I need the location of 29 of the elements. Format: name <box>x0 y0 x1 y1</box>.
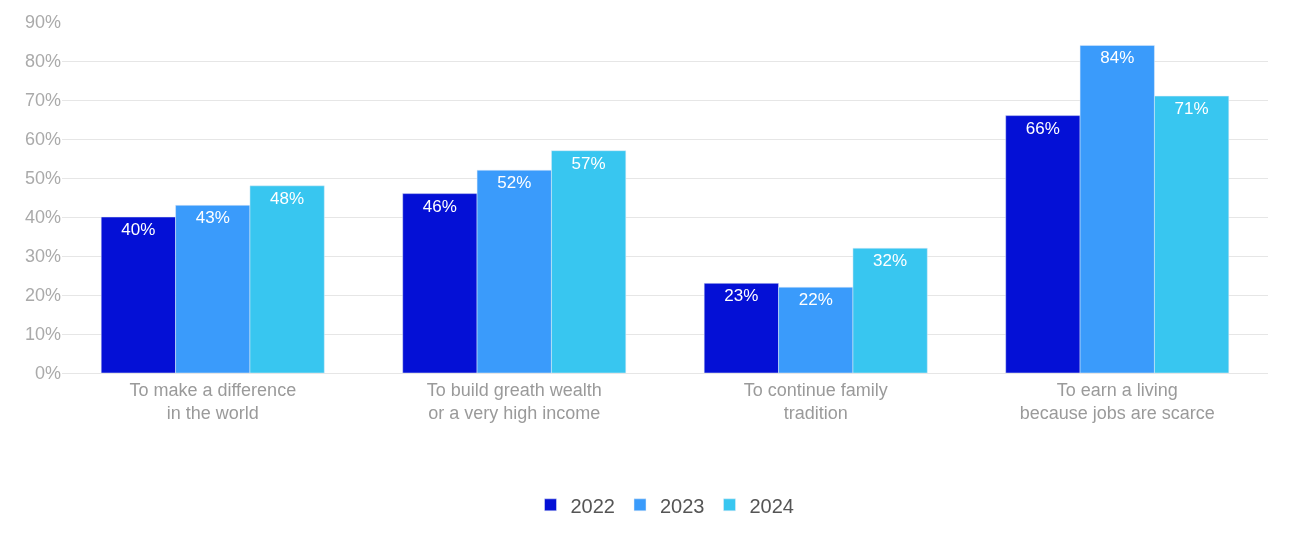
data-label: 66% <box>1025 118 1060 138</box>
legend-label: 2023 <box>660 494 705 517</box>
data-label: 23% <box>724 286 759 306</box>
data-label: 52% <box>497 173 532 193</box>
y-tick-label: 30% <box>24 246 61 267</box>
data-label: 84% <box>1100 48 1135 68</box>
data-label: 32% <box>873 251 908 271</box>
x-tick-label: To continue family tradition <box>743 379 888 423</box>
legend-label: 2022 <box>570 494 615 517</box>
y-tick-label: 40% <box>24 207 61 228</box>
y-tick-label: 10% <box>24 324 61 345</box>
legend-label: 2024 <box>749 494 794 517</box>
data-label: 22% <box>798 290 833 310</box>
y-tick-label: 20% <box>24 285 61 306</box>
y-tick-label: 60% <box>24 129 61 150</box>
x-tick-label: To earn a living because jobs are scarce <box>1019 379 1215 423</box>
y-tick-label: 80% <box>24 51 61 72</box>
data-label: 48% <box>270 188 305 208</box>
y-tick-label: 0% <box>34 363 61 384</box>
y-tick-label: 50% <box>24 168 61 189</box>
y-tick-label: 90% <box>24 12 61 33</box>
x-tick-label: To build greath wealth or a very high income <box>426 379 602 423</box>
data-label: 46% <box>422 196 457 216</box>
data-label: 43% <box>195 208 230 228</box>
data-label: 40% <box>121 220 156 239</box>
data-label: 71% <box>1174 99 1209 119</box>
data-label: 57% <box>571 153 606 173</box>
y-tick-label: 70% <box>24 90 61 111</box>
x-tick-label: To make a difference in the world <box>129 379 297 423</box>
